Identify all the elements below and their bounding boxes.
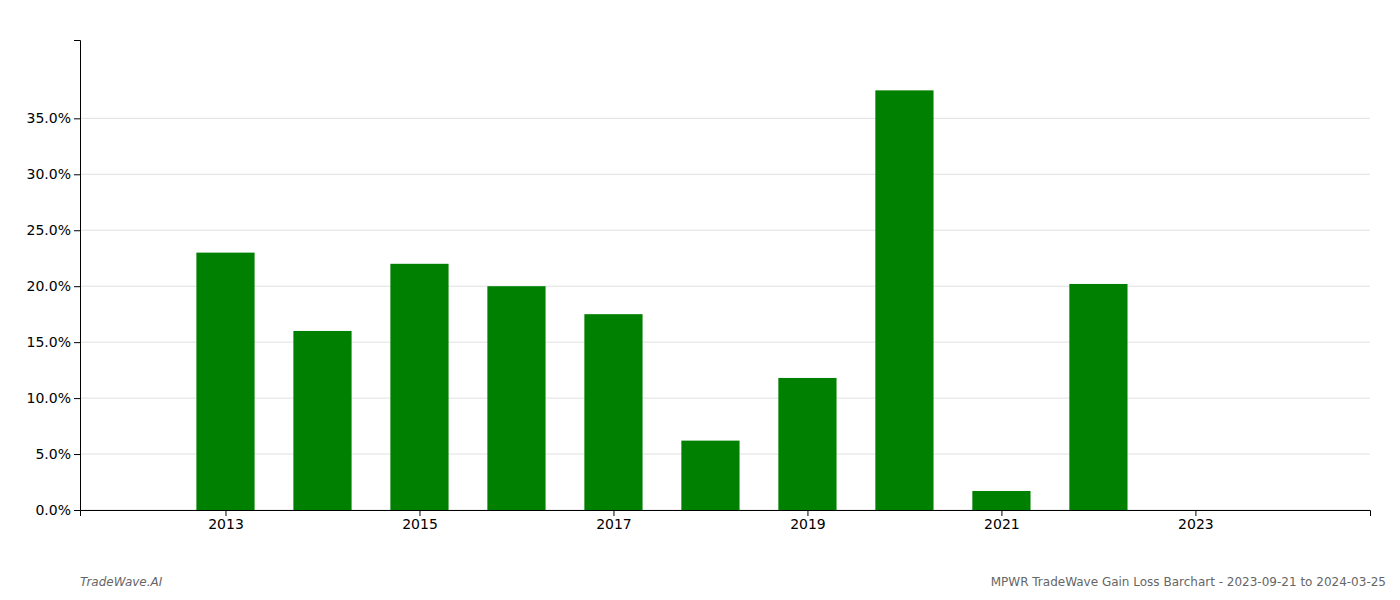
bar [681, 441, 739, 510]
tick-label: 15.0% [27, 334, 71, 350]
x-axis: 2013 2015 2017 2019 2021 2023 [81, 510, 1371, 532]
tick-label: 20.0% [27, 278, 71, 294]
bar [778, 378, 836, 510]
annotations: TradeWave.AI MPWR TradeWave Gain Loss Bar… [80, 575, 1386, 589]
tick: 10.0% [27, 390, 80, 406]
tick-label: 5.0% [35, 446, 71, 462]
grid-line [80, 174, 1370, 175]
axis-line [74, 41, 81, 511]
bar [390, 264, 448, 510]
tick: 2023 [1178, 510, 1214, 532]
tick: 5.0% [35, 446, 80, 462]
tick-mark [74, 286, 80, 287]
tick: 2019 [790, 510, 826, 532]
tick: 2021 [984, 510, 1020, 532]
tick-label: 2015 [402, 516, 438, 532]
tick-label: 25.0% [27, 222, 71, 238]
tick: 15.0% [27, 334, 80, 350]
tick-label: 0.0% [35, 502, 71, 518]
grid-line [80, 342, 1370, 343]
tick: 0.0% [35, 502, 80, 518]
tick-label: 10.0% [27, 390, 71, 406]
tick-label: 2013 [208, 516, 244, 532]
tick: 2013 [208, 510, 244, 532]
tick-label: 2023 [1178, 516, 1214, 532]
tick: 30.0% [27, 166, 80, 182]
bar [1166, 510, 1224, 511]
bar [1069, 284, 1127, 510]
chart: 2013 2015 2017 2019 2021 2023 0.0% 5.0% 10.0% 15.… [0, 0, 1400, 600]
bar [196, 253, 254, 510]
tick-mark [74, 118, 80, 119]
footer-right: MPWR TradeWave Gain Loss Barchart - 2023… [991, 575, 1386, 589]
tick-label: 2021 [984, 516, 1020, 532]
grid-line [80, 230, 1370, 231]
tick-label: 35.0% [27, 110, 71, 126]
footer-left: TradeWave.AI [80, 575, 163, 589]
tick-mark [74, 454, 80, 455]
tick-mark [74, 174, 80, 175]
tick-mark [74, 230, 80, 231]
grid-line [80, 286, 1370, 287]
bar [875, 90, 933, 510]
tick: 20.0% [27, 278, 80, 294]
tick-label: 2017 [596, 516, 632, 532]
y-axis: 0.0% 5.0% 10.0% 15.0% 20.0% 25.0% 30.0% 35.0% [27, 41, 81, 518]
tick-mark [74, 342, 80, 343]
grid-line [80, 118, 1370, 119]
tick: 25.0% [27, 222, 80, 238]
bar [293, 331, 351, 510]
tick-mark [74, 510, 80, 511]
tick-label: 30.0% [27, 166, 71, 182]
grid-line [80, 398, 1370, 399]
tick-label: 2019 [790, 516, 826, 532]
bar [487, 286, 545, 510]
tick: 2017 [596, 510, 632, 532]
bar [584, 314, 642, 510]
grid [80, 118, 1370, 510]
axis-line [81, 511, 1371, 517]
tick: 2015 [402, 510, 438, 532]
plot-area [196, 90, 1127, 510]
tick-mark [74, 398, 80, 399]
tick: 35.0% [27, 110, 80, 126]
bar [972, 491, 1030, 510]
